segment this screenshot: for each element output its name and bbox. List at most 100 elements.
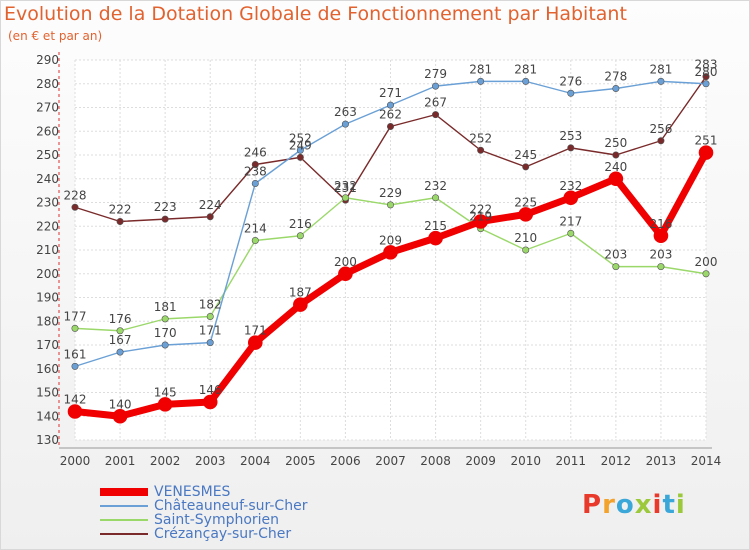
data-label: 203 xyxy=(604,248,627,262)
proxiti-logo: Proxiti xyxy=(582,490,686,520)
data-label: 232 xyxy=(424,179,447,193)
data-label: 224 xyxy=(199,198,222,212)
data-label: 281 xyxy=(649,62,672,76)
data-label: 215 xyxy=(424,219,447,233)
data-label: 177 xyxy=(64,309,87,323)
data-point xyxy=(567,89,575,97)
data-label: 142 xyxy=(64,393,87,407)
data-point xyxy=(206,339,214,347)
chart-title: Evolution de la Dotation Globale de Fonc… xyxy=(4,3,627,25)
data-point xyxy=(247,335,263,350)
data-label: 187 xyxy=(289,286,312,300)
y-tick-label: 250 xyxy=(36,148,59,162)
data-label: 252 xyxy=(469,131,492,145)
data-point xyxy=(71,324,79,332)
data-label: 209 xyxy=(379,233,402,247)
data-point xyxy=(612,151,620,159)
x-tick-label: 2002 xyxy=(150,454,181,468)
data-label: 210 xyxy=(514,231,537,245)
data-label: 276 xyxy=(559,74,582,88)
data-point xyxy=(522,77,530,85)
data-point xyxy=(116,218,124,226)
data-point xyxy=(341,194,349,202)
data-label: 219 xyxy=(469,210,492,224)
x-tick-label: 2011 xyxy=(556,454,587,468)
data-label: 281 xyxy=(469,62,492,76)
data-point xyxy=(161,315,169,323)
data-label: 246 xyxy=(244,146,267,160)
x-tick-label: 2007 xyxy=(375,454,406,468)
data-label: 229 xyxy=(379,186,402,200)
data-label: 231 xyxy=(334,181,357,195)
x-tick-label: 2014 xyxy=(691,454,722,468)
data-point xyxy=(161,341,169,349)
y-tick-label: 290 xyxy=(36,53,59,67)
y-tick-label: 150 xyxy=(36,386,59,400)
data-label: 145 xyxy=(154,385,177,399)
data-point xyxy=(477,77,485,85)
data-point xyxy=(116,327,124,335)
legend-item: VENESMES xyxy=(100,485,307,499)
data-point xyxy=(428,230,443,246)
legend-swatch xyxy=(100,519,148,521)
data-point xyxy=(657,137,665,145)
data-point xyxy=(653,228,669,244)
legend-label: Saint-Symphorien xyxy=(154,512,280,528)
y-tick-label: 220 xyxy=(36,219,59,233)
legend-item: Crézançay-sur-Cher xyxy=(100,527,307,541)
data-label: 170 xyxy=(154,326,177,340)
data-label: 232 xyxy=(334,179,357,193)
chart-subtitle: (en € et par an) xyxy=(8,29,103,43)
data-label: 256 xyxy=(649,122,672,136)
data-point xyxy=(67,404,83,419)
data-label: 253 xyxy=(559,129,582,143)
data-point xyxy=(202,394,218,410)
data-label: 263 xyxy=(334,105,357,119)
data-point xyxy=(341,120,349,128)
data-label: 200 xyxy=(695,255,718,269)
data-point xyxy=(251,161,259,169)
data-label: 223 xyxy=(154,200,177,214)
data-label: 250 xyxy=(604,136,627,150)
legend-swatch xyxy=(100,488,148,496)
data-point xyxy=(432,111,440,119)
data-label: 283 xyxy=(695,58,718,72)
y-tick-label: 210 xyxy=(36,243,59,257)
data-point xyxy=(473,214,488,229)
legend-label: Crézançay-sur-Cher xyxy=(154,526,292,542)
data-point xyxy=(71,203,79,211)
legend-swatch xyxy=(100,533,148,535)
data-label: 171 xyxy=(199,324,222,338)
legend-label: VENESMES xyxy=(154,484,231,500)
data-label: 203 xyxy=(649,248,672,262)
data-point xyxy=(161,215,169,223)
x-tick-label: 2012 xyxy=(601,454,632,468)
data-label: 171 xyxy=(244,324,267,338)
data-point xyxy=(386,201,394,209)
data-point xyxy=(702,73,710,81)
data-label: 217 xyxy=(559,214,582,228)
data-label: 176 xyxy=(109,312,132,326)
data-label: 267 xyxy=(424,96,447,110)
x-tick-label: 2001 xyxy=(105,454,136,468)
y-tick-label: 140 xyxy=(36,409,59,423)
data-point xyxy=(477,146,485,154)
data-point xyxy=(567,229,575,237)
y-tick-label: 170 xyxy=(36,338,59,352)
data-label: 216 xyxy=(649,217,672,231)
x-tick-label: 2000 xyxy=(60,454,91,468)
data-point xyxy=(702,80,710,88)
y-tick-label: 280 xyxy=(36,77,59,91)
x-tick-label: 2013 xyxy=(646,454,677,468)
data-point xyxy=(657,263,665,271)
data-point xyxy=(612,85,620,93)
data-point xyxy=(608,171,624,187)
data-point xyxy=(116,348,124,356)
data-point xyxy=(383,245,398,260)
y-tick-label: 270 xyxy=(36,101,59,115)
x-tick-label: 2003 xyxy=(195,454,226,468)
data-label: 238 xyxy=(244,165,267,179)
y-tick-label: 160 xyxy=(36,362,59,376)
data-label: 281 xyxy=(514,62,537,76)
